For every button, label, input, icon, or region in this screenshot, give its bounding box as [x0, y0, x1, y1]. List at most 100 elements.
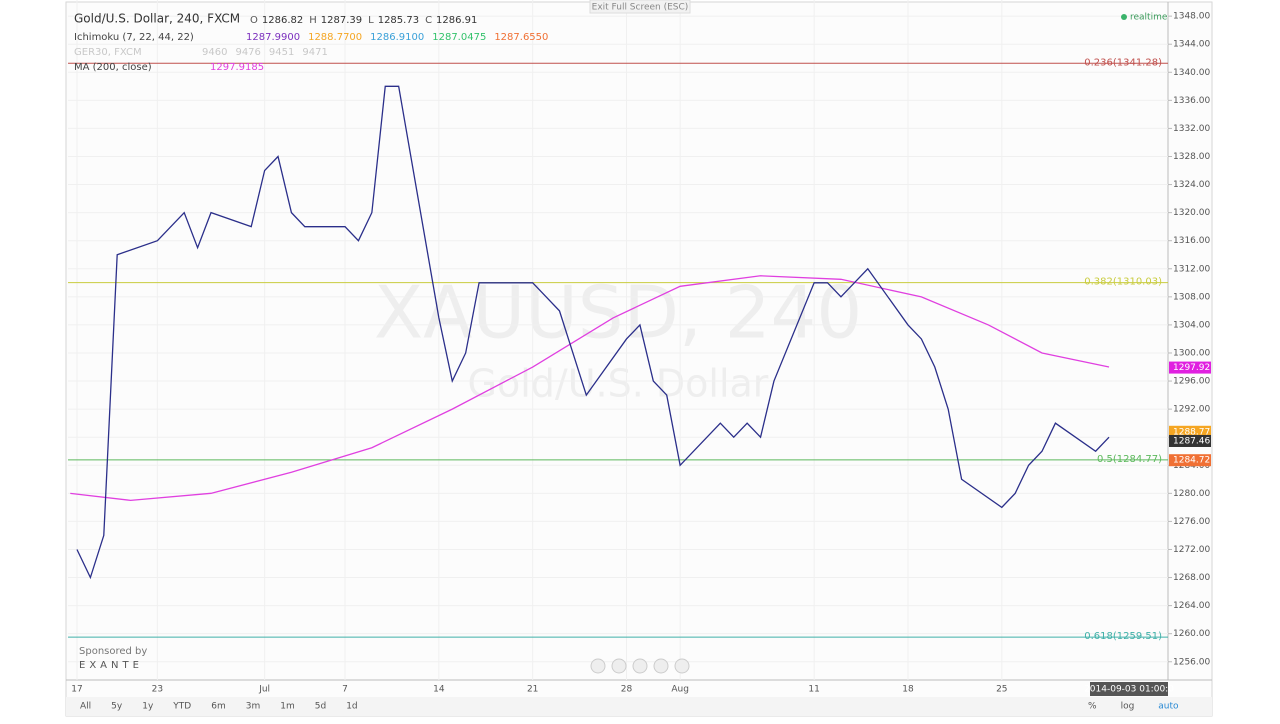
- indicator-value: 1287.9900: [246, 32, 300, 43]
- y-tick-label: 1332.00: [1173, 124, 1210, 134]
- bottom-toolbar: [66, 697, 1212, 716]
- x-tick-label: 28: [621, 685, 633, 695]
- fib-label: 0.618(1259.51): [1084, 631, 1162, 642]
- cursor-time: 2014-09-03 01:00:0: [1084, 685, 1174, 695]
- y-tick-label: 1256.00: [1173, 657, 1210, 667]
- scale-option[interactable]: log: [1121, 702, 1135, 712]
- range-button[interactable]: 1y: [142, 702, 154, 712]
- range-button[interactable]: 3m: [246, 702, 261, 712]
- range-button[interactable]: 1m: [280, 702, 295, 712]
- y-tick-label: 1320.00: [1173, 208, 1210, 218]
- price-badge: [1169, 454, 1211, 467]
- indicator-name: GER30, FXCM: [74, 47, 142, 58]
- chart-title: Gold/U.S. Dollar, 240, FXCM: [74, 12, 240, 26]
- y-tick-label: 1328.00: [1173, 152, 1210, 162]
- status-dot: [1121, 14, 1127, 20]
- y-tick-label: 1324.00: [1173, 180, 1210, 190]
- indicator-name: Ichimoku (7, 22, 44, 22): [74, 32, 194, 43]
- price-line: [70, 275, 1110, 502]
- chart-frame: [65, 1, 1213, 717]
- watermark-sub: Gold/U.S. Dollar: [468, 362, 769, 406]
- ohlc-key: H: [309, 15, 317, 26]
- ohlc-value: 1286.82: [262, 15, 303, 26]
- x-tick-label: Jul: [258, 685, 270, 695]
- sponsor-line: Sponsored by: [79, 646, 147, 657]
- nav-button[interactable]: [674, 658, 690, 674]
- y-tick-label: 1296.00: [1173, 377, 1210, 387]
- y-tick-label: 1292.00: [1173, 405, 1210, 415]
- ohlc-value: 1285.73: [378, 15, 419, 26]
- ohlc-key: C: [425, 15, 432, 26]
- plot: 0.236(1341.28) 0.382(1310.03) 0.5(1284.77)…: [68, 0, 1168, 680]
- x-tick-label: 14: [433, 685, 445, 695]
- indicator-value: 9451: [269, 47, 294, 58]
- nav-button[interactable]: [590, 658, 606, 674]
- y-tick-label: 1272.00: [1173, 545, 1210, 555]
- x-tick-label: 23: [152, 685, 163, 695]
- price-line: [76, 85, 1110, 580]
- scale-option[interactable]: auto: [1158, 702, 1179, 712]
- y-tick-label: 1308.00: [1173, 292, 1210, 302]
- exit-button[interactable]: [589, 0, 691, 14]
- price-badge: [1169, 425, 1211, 438]
- price-badge-label: 1288.77: [1173, 427, 1210, 437]
- cursor-time-box: [1090, 682, 1168, 696]
- y-tick-label: 1348.00: [1173, 12, 1210, 22]
- ohlc-value: 1286.91: [436, 15, 477, 26]
- ohlc-value: 1287.39: [321, 15, 362, 26]
- y-tick-label: 1340.00: [1173, 68, 1210, 78]
- y-tick-label: 1280.00: [1173, 489, 1210, 499]
- y-tick-label: 1316.00: [1173, 236, 1210, 246]
- y-tick-label: 1276.00: [1173, 517, 1210, 527]
- exit-label[interactable]: Exit Full Screen (ESC): [592, 3, 689, 13]
- range-button[interactable]: 5y: [111, 702, 123, 712]
- sponsor-brand: EXANTE: [79, 660, 143, 671]
- price-badge: [1169, 361, 1211, 374]
- indicator-value: 9476: [235, 47, 260, 58]
- range-button[interactable]: 5d: [315, 702, 326, 712]
- y-tick-label: 1268.00: [1173, 573, 1210, 583]
- x-tick-label: 21: [527, 685, 538, 695]
- x-tick-label: 18: [902, 685, 914, 695]
- x-tick-label: Aug: [671, 685, 689, 695]
- indicator-value: 1288.7700: [308, 32, 362, 43]
- price-badge-label: 1297.92: [1173, 363, 1210, 373]
- y-tick-label: 1300.00: [1173, 348, 1210, 358]
- nav-button[interactable]: [632, 658, 648, 674]
- ohlc-key: L: [368, 15, 374, 26]
- range-button[interactable]: All: [80, 702, 91, 712]
- x-tick-label: 7: [342, 685, 348, 695]
- range-button[interactable]: 6m: [211, 702, 226, 712]
- x-tick-label: 25: [996, 685, 1007, 695]
- price-badge: [1169, 434, 1211, 447]
- range-button[interactable]: YTD: [172, 702, 191, 712]
- y-tick-label: 1304.00: [1173, 320, 1210, 330]
- scale-option[interactable]: %: [1088, 702, 1097, 712]
- price-badge-label: 1284.72: [1173, 456, 1210, 466]
- y-tick-label: 1344.00: [1173, 40, 1210, 50]
- nav-button[interactable]: [653, 658, 669, 674]
- range-button[interactable]: 1d: [346, 702, 357, 712]
- indicator-value: 1297.9185: [210, 62, 264, 73]
- fib-label: 0.382(1310.03): [1084, 277, 1162, 288]
- status: realtime: [1130, 13, 1168, 23]
- indicator-value: 1286.9100: [370, 32, 424, 43]
- ohlc-key: O: [250, 15, 258, 26]
- indicator-value: 1287.0475: [432, 32, 486, 43]
- y-tick-label: 1312.00: [1173, 264, 1210, 274]
- x-tick-label: 11: [808, 685, 819, 695]
- indicator-value: 9471: [302, 47, 327, 58]
- indicator-value: 1287.6550: [494, 32, 548, 43]
- watermark: XAUUSD, 240: [374, 271, 862, 355]
- nav-button[interactable]: [611, 658, 627, 674]
- y-tick-label: 1260.00: [1173, 629, 1210, 639]
- y-tick-label: 1336.00: [1173, 96, 1210, 106]
- y-tick-label: 1264.00: [1173, 601, 1210, 611]
- x-tick-label: 17: [71, 685, 82, 695]
- indicator-name: MA (200, close): [74, 62, 152, 73]
- indicator-value: 9460: [202, 47, 227, 58]
- fib-label: 0.236(1341.28): [1084, 57, 1162, 68]
- fib-label: 0.5(1284.77): [1097, 454, 1162, 465]
